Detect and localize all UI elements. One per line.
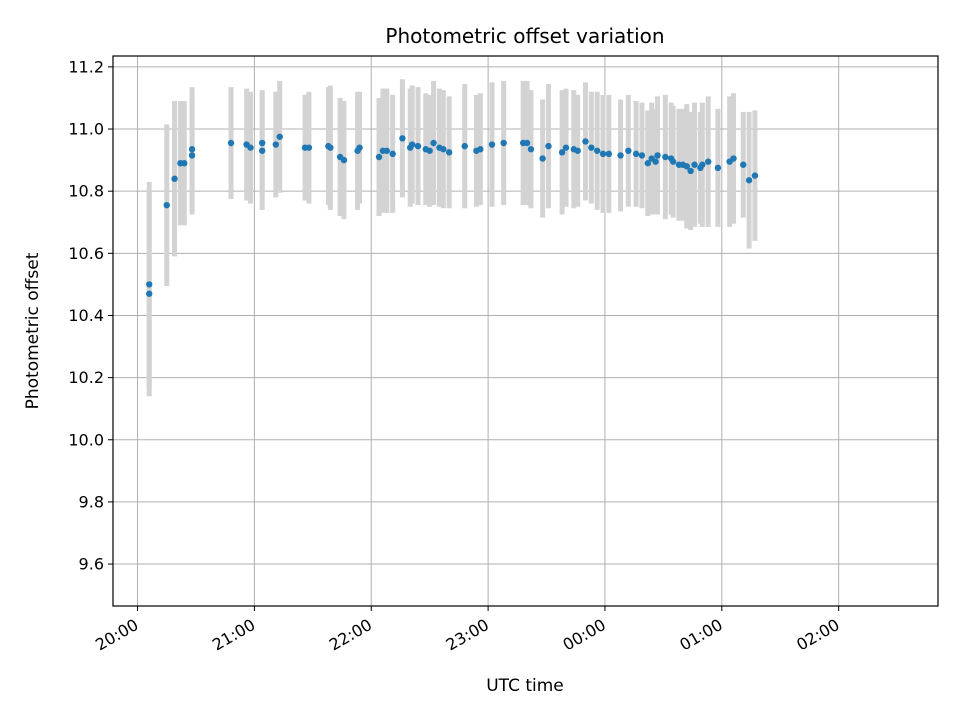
y-tick-label: 10.2 [68, 368, 104, 387]
data-point [430, 139, 437, 147]
data-point [247, 144, 254, 151]
data-point [582, 138, 589, 145]
data-point [375, 153, 383, 161]
data-point [669, 158, 677, 165]
y-tick-label: 10.8 [68, 182, 104, 201]
data-point [562, 144, 570, 151]
chart-title: Photometric offset variation [385, 24, 664, 48]
data-point [683, 163, 690, 170]
data-point [539, 155, 546, 162]
data-point [714, 164, 722, 172]
data-point [687, 167, 694, 175]
data-point [258, 147, 266, 154]
data-point [383, 147, 391, 154]
data-point [146, 290, 153, 297]
data-point [527, 146, 535, 153]
data-point [188, 152, 196, 159]
data-point [305, 144, 313, 151]
y-tick-label: 10.0 [68, 430, 104, 449]
y-tick-label: 11.0 [68, 120, 104, 139]
data-point [632, 150, 640, 158]
data-point [558, 149, 566, 156]
data-point [593, 147, 601, 154]
data-point [426, 147, 433, 154]
data-point [163, 201, 170, 209]
y-tick-label: 11.2 [68, 57, 104, 76]
data-point [638, 152, 646, 159]
data-point [445, 149, 453, 156]
y-tick-label: 10.4 [68, 306, 104, 325]
data-point [171, 175, 178, 182]
data-point [545, 142, 552, 150]
data-point [730, 155, 737, 162]
data-point [745, 177, 753, 184]
data-point [644, 160, 652, 167]
data-point [276, 133, 283, 140]
data-point [751, 172, 759, 179]
data-point [699, 161, 706, 168]
data-point [146, 281, 153, 288]
data-point [488, 141, 496, 148]
data-point [356, 144, 363, 151]
data-point [625, 147, 632, 154]
data-point [477, 146, 484, 153]
data-point [272, 141, 280, 148]
data-point [588, 144, 595, 151]
y-tick-label: 9.8 [79, 492, 104, 511]
data-point [440, 146, 447, 153]
data-points [146, 133, 759, 297]
data-point [414, 142, 422, 150]
data-point [662, 153, 669, 161]
data-point [652, 158, 659, 165]
data-point [740, 161, 747, 168]
data-point [704, 158, 712, 165]
data-point [574, 147, 581, 154]
data-point [188, 146, 196, 153]
data-point [399, 135, 406, 142]
y-tick-label: 9.6 [79, 555, 104, 574]
plot-frame [112, 55, 939, 607]
data-point [500, 139, 507, 147]
data-point [691, 161, 698, 168]
data-point [461, 142, 468, 150]
data-point [599, 150, 607, 158]
data-point [227, 139, 235, 147]
data-point [605, 150, 613, 158]
data-point [654, 152, 661, 159]
data-point [258, 139, 266, 147]
data-point [340, 156, 348, 164]
data-point [389, 150, 396, 158]
data-point [523, 139, 531, 147]
data-point [408, 141, 416, 148]
y-axis-label: Photometric offset [23, 252, 43, 409]
data-point [181, 160, 188, 167]
x-axis-label: UTC time [486, 676, 564, 696]
data-point [617, 152, 624, 159]
y-tick-label: 10.6 [68, 244, 104, 263]
data-point [327, 144, 334, 151]
